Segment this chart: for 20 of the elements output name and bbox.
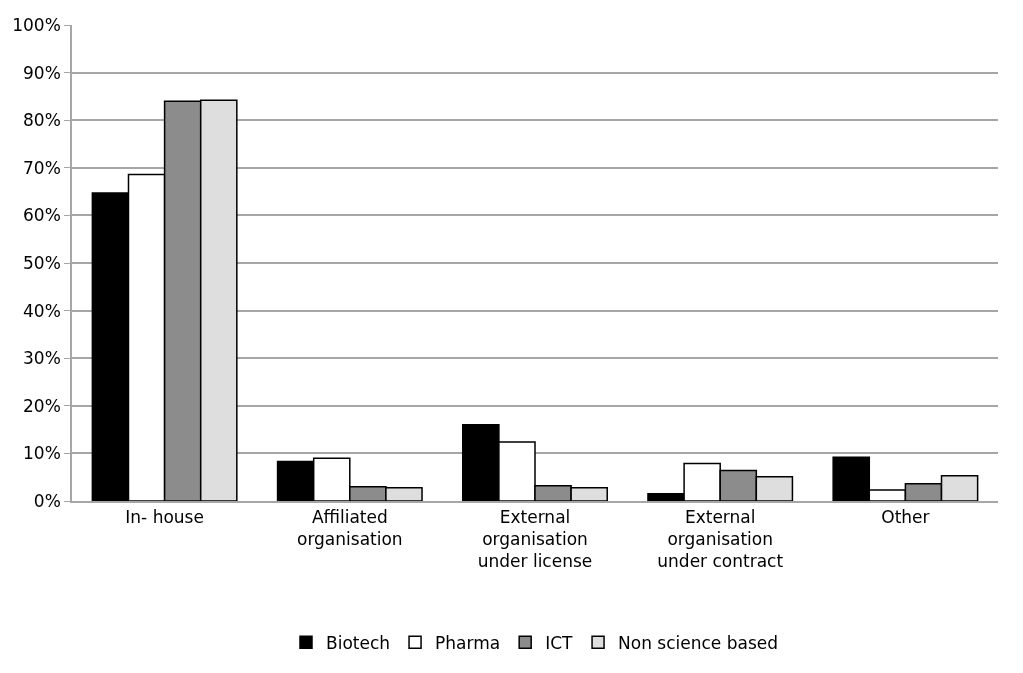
legend-label: ICT — [545, 632, 574, 653]
legend-label: Non science based — [618, 632, 779, 653]
y-tick-label: 80% — [23, 110, 61, 131]
y-tick-label: 100% — [12, 14, 61, 35]
x-tick-label: Affiliated organisation — [296, 507, 403, 550]
y-tick-label: 90% — [23, 62, 61, 83]
legend-label: Biotech — [326, 632, 391, 653]
y-tick-label: 0% — [33, 490, 61, 511]
y-tick-label: 60% — [23, 205, 61, 226]
x-tick-label: Other — [881, 507, 930, 528]
y-tick-label: 20% — [23, 395, 61, 416]
y-tick-label: 40% — [23, 300, 61, 321]
legend-label: Pharma — [435, 632, 501, 653]
y-tick-label: 50% — [23, 252, 61, 273]
x-tick-label: External organisation under contract — [657, 507, 784, 572]
x-tick-label: In- house — [125, 507, 204, 528]
y-tick-label: 10% — [23, 443, 61, 464]
y-tick-label: 70% — [23, 157, 61, 178]
y-tick-label: 30% — [23, 348, 61, 369]
x-tick-label: External organisation under license — [477, 507, 593, 572]
